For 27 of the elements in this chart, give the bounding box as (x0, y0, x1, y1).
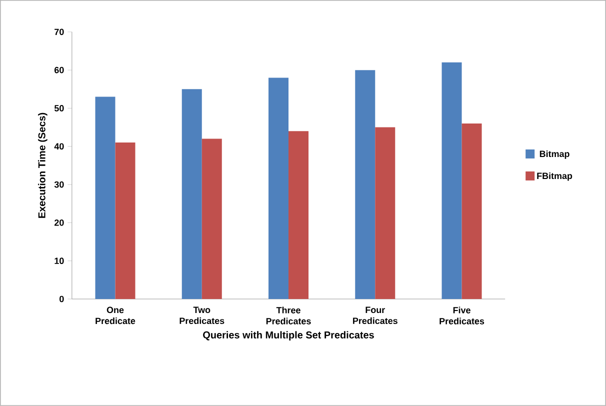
x-tick-label: Three Predicates (266, 306, 311, 324)
bar (95, 96, 116, 300)
x-tick-label: Two Predicates (180, 306, 224, 324)
y-tick-label: 40 (54, 143, 64, 150)
bar (268, 78, 288, 300)
y-tick-label: 70 (54, 28, 64, 36)
bar (202, 138, 222, 300)
x-tick-label: One Predicate (96, 306, 136, 324)
bar (115, 142, 136, 300)
y-tick-label: 30 (54, 181, 64, 188)
bar (355, 70, 376, 300)
legend-label: FBitmap (537, 172, 572, 181)
bar (375, 127, 396, 300)
y-tick-label: 10 (54, 258, 64, 264)
x-tick-label: Five Predicates (440, 306, 484, 324)
x-axis-title: Queries with Multiple Set Predicates (203, 331, 374, 340)
x-tick-label: Four Predicates (353, 306, 398, 324)
y-tick-label: 0 (60, 296, 64, 302)
bar (288, 131, 309, 300)
legend-label: Bitmap (540, 150, 570, 159)
bar (182, 89, 202, 300)
bar (442, 62, 462, 300)
y-axis-title: Execution Time (Secs) (38, 112, 48, 218)
bar (462, 124, 482, 300)
y-tick-label: 20 (54, 220, 64, 226)
y-tick-label: 50 (54, 105, 64, 112)
y-tick-label: 60 (54, 66, 64, 74)
